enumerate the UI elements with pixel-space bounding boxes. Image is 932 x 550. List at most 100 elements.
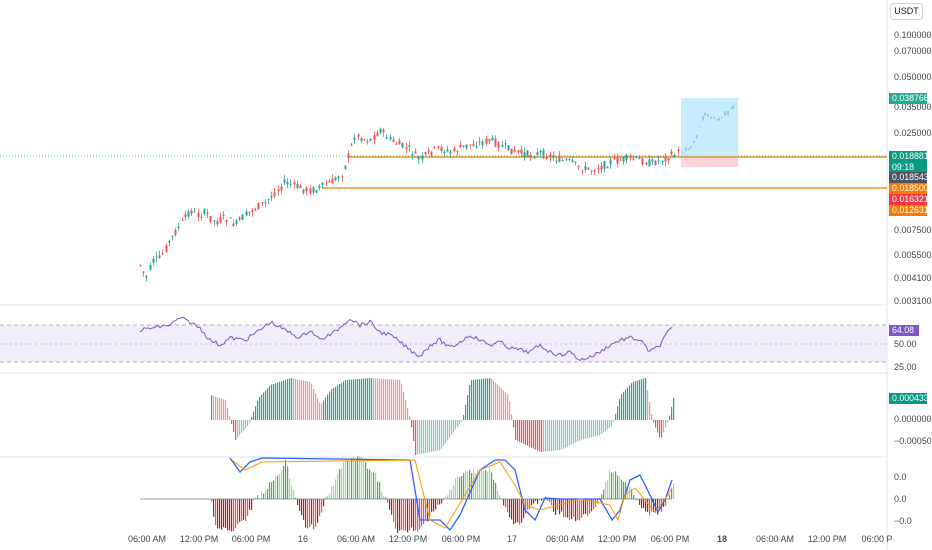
oscillator-bar [485, 378, 487, 420]
target-zone[interactable] [681, 98, 738, 157]
candle-body [542, 149, 545, 158]
momentum-bar [411, 499, 413, 528]
candle-body [545, 157, 548, 159]
oscillator-bar [487, 378, 489, 420]
momentum-bar [521, 499, 523, 523]
oscillator-bar [429, 420, 431, 453]
momentum-bar [563, 499, 565, 518]
candle-body [142, 271, 145, 273]
candle-body [619, 159, 622, 161]
oscillator-bar [535, 420, 537, 450]
candle-body [209, 215, 212, 222]
candle-body [357, 134, 360, 137]
candle-body [581, 171, 584, 173]
oscillator-bar [655, 420, 657, 428]
momentum-bar [651, 499, 653, 512]
momentum-bar [465, 471, 467, 499]
projected-candle [702, 116, 704, 121]
oscillator-bar [465, 405, 467, 420]
oscillator-bar [243, 420, 245, 431]
oscillator-bar [327, 394, 329, 420]
momentum-bar [627, 489, 629, 499]
momentum-bar [301, 499, 303, 516]
momentum-bar [423, 499, 425, 525]
oscillator-bar [609, 420, 611, 428]
oscillator-bar [223, 399, 225, 420]
projected-candle [710, 116, 712, 119]
oscillator-bar [375, 378, 377, 420]
candle-body [232, 223, 235, 227]
momentum-bar [475, 472, 477, 499]
oscillator-bar [217, 397, 219, 420]
candle-body [469, 144, 472, 146]
momentum-bar [485, 470, 487, 499]
price-tick: 0.004100 [894, 273, 932, 283]
momentum-bar [593, 499, 595, 509]
momentum-bar [221, 499, 223, 530]
oscillator-bar [373, 378, 375, 420]
oscillator-bar [617, 406, 619, 420]
support-price-badge: 0.012631 [889, 205, 929, 216]
momentum-bar [271, 482, 273, 499]
oscillator-bar [599, 420, 601, 436]
candle-body [523, 152, 526, 158]
oscillator-bar [565, 420, 567, 448]
momentum-bar [585, 499, 587, 514]
candle-body [449, 152, 452, 154]
momentum-bar [581, 499, 583, 518]
oscillator-bar [347, 379, 349, 420]
oscillator-bar [569, 420, 571, 446]
oscillator-bar [287, 379, 289, 420]
oscillator-bar [547, 420, 549, 452]
momentum-bar [387, 499, 389, 503]
oscillator-bar [425, 420, 427, 453]
oscillator-bar [605, 420, 607, 431]
oscillator-bar [443, 420, 445, 446]
candle-body [504, 143, 507, 145]
momentum-bar [403, 499, 405, 531]
momentum-slow-line [231, 459, 673, 529]
oscillator-bar [353, 379, 355, 420]
momentum-bar [349, 460, 351, 499]
oscillator-bar [397, 379, 399, 420]
candle-body [277, 189, 280, 192]
oscillator-bar [595, 420, 597, 437]
oscillator-bar [461, 420, 463, 422]
momentum-bar [405, 499, 407, 531]
candle-body [161, 253, 164, 255]
candle-body [552, 155, 555, 158]
candle-body [366, 141, 369, 143]
momentum-bar [449, 490, 451, 499]
oscillator-bar [623, 391, 625, 420]
oscillator-bar [283, 380, 285, 420]
momentum-bar [527, 499, 529, 510]
oscillator-bar [643, 378, 645, 420]
momentum-bar [363, 459, 365, 499]
candle-body [587, 167, 590, 170]
currency-unit-button[interactable]: USDT [890, 3, 923, 20]
momentum-bar [615, 471, 617, 499]
price-tick: 0.025000 [894, 128, 932, 138]
oscillator-bar [515, 420, 517, 440]
candle-body [437, 145, 440, 148]
momentum-bar [417, 499, 419, 532]
oscillator-bar [591, 420, 593, 438]
momentum-bar [495, 482, 497, 499]
oscillator-bar [449, 420, 451, 438]
price-tick: 0.100000 [894, 30, 932, 40]
momentum-bar [435, 499, 437, 510]
momentum-bar [515, 499, 517, 524]
oscillator-bar [401, 384, 403, 420]
momentum-bar [583, 499, 585, 515]
momentum-bar [577, 499, 579, 520]
candle-body [155, 256, 158, 258]
oscillator-bar [325, 397, 327, 420]
momentum-bar [369, 469, 371, 499]
candle-body [632, 158, 635, 160]
momentum-bar [381, 491, 383, 499]
momentum-bar [443, 499, 445, 501]
candle-body [433, 146, 436, 148]
candle-body [238, 217, 241, 220]
stop-zone[interactable] [681, 157, 738, 167]
